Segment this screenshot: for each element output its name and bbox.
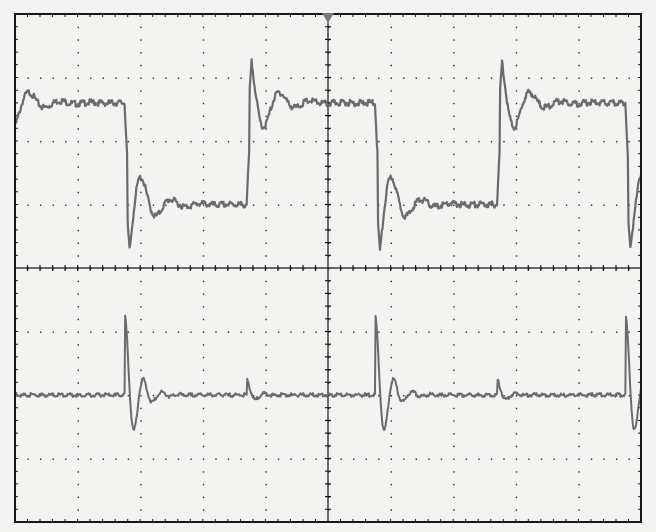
graticule-dots xyxy=(27,26,630,511)
trigger-position-marker xyxy=(322,13,334,23)
trace-channel-2 xyxy=(14,314,642,431)
trace-channel-1 xyxy=(13,58,643,251)
